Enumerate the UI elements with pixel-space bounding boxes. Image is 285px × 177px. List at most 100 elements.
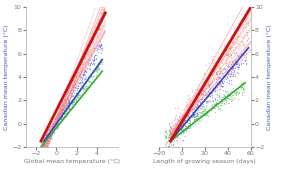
Point: [224, 70, 229, 73]
Point: [217, 95, 221, 98]
Point: [60, 108, 65, 111]
Point: [163, 130, 167, 133]
Point: [244, 62, 249, 65]
Point: [77, 71, 81, 74]
Point: [54, 127, 58, 130]
Point: [75, 85, 80, 88]
Point: [216, 64, 221, 67]
Point: [73, 86, 77, 88]
Point: [214, 78, 219, 81]
Point: [69, 101, 74, 104]
Point: [82, 57, 86, 60]
Point: [87, 48, 91, 50]
Point: [180, 121, 185, 124]
Point: [55, 118, 59, 121]
Point: [74, 75, 78, 77]
Point: [205, 92, 209, 95]
Point: [230, 66, 235, 69]
Point: [165, 141, 170, 144]
Point: [183, 119, 188, 122]
Point: [78, 81, 82, 84]
Point: [199, 105, 204, 108]
Point: [184, 124, 188, 127]
Point: [88, 61, 93, 64]
Point: [227, 40, 232, 43]
Point: [172, 130, 177, 132]
Point: [215, 104, 220, 107]
Point: [227, 93, 232, 96]
Point: [94, 69, 98, 72]
Point: [199, 97, 203, 100]
Point: [99, 45, 103, 47]
Point: [222, 67, 226, 69]
Point: [61, 108, 65, 110]
Point: [236, 55, 241, 58]
Point: [217, 80, 221, 83]
Point: [90, 38, 94, 41]
Point: [95, 28, 100, 30]
Point: [47, 128, 52, 130]
Point: [240, 80, 245, 83]
Point: [79, 80, 84, 83]
Point: [225, 90, 229, 93]
Point: [72, 84, 76, 87]
Point: [234, 91, 239, 93]
Point: [56, 117, 60, 120]
Point: [170, 138, 175, 141]
Point: [221, 96, 225, 98]
Point: [195, 102, 200, 105]
Point: [59, 116, 64, 119]
Point: [200, 93, 205, 96]
Point: [170, 133, 175, 136]
Point: [200, 111, 204, 114]
Point: [196, 122, 200, 125]
Point: [88, 40, 92, 43]
Point: [83, 85, 87, 87]
Point: [45, 140, 49, 143]
Point: [76, 64, 81, 67]
Point: [203, 104, 208, 107]
Point: [49, 134, 54, 137]
Point: [48, 130, 53, 133]
Point: [245, 34, 249, 36]
Point: [84, 86, 89, 89]
Point: [170, 132, 174, 135]
Point: [62, 115, 66, 118]
Point: [185, 123, 190, 126]
Point: [81, 56, 85, 59]
Point: [183, 116, 188, 118]
Point: [217, 72, 221, 75]
Point: [92, 54, 97, 56]
Point: [56, 117, 61, 120]
Point: [195, 88, 200, 91]
Point: [59, 109, 64, 111]
Point: [52, 126, 56, 129]
Point: [56, 118, 60, 121]
Point: [225, 64, 230, 67]
Point: [55, 119, 59, 121]
Point: [53, 125, 58, 128]
Point: [99, 43, 104, 45]
Point: [217, 106, 221, 109]
Point: [218, 85, 223, 87]
Point: [175, 122, 179, 125]
Point: [229, 42, 234, 45]
Point: [48, 135, 53, 138]
Point: [198, 98, 202, 101]
Point: [243, 22, 248, 24]
Point: [195, 113, 199, 116]
Point: [64, 103, 68, 105]
Point: [222, 45, 226, 48]
Point: [65, 112, 70, 115]
Point: [218, 67, 222, 70]
Point: [169, 137, 173, 140]
Point: [223, 95, 227, 98]
Point: [231, 90, 235, 93]
Point: [95, 27, 99, 30]
Point: [231, 83, 236, 86]
Point: [236, 47, 240, 49]
Point: [236, 55, 241, 58]
Point: [78, 75, 83, 78]
Point: [74, 73, 78, 75]
Point: [207, 85, 211, 88]
